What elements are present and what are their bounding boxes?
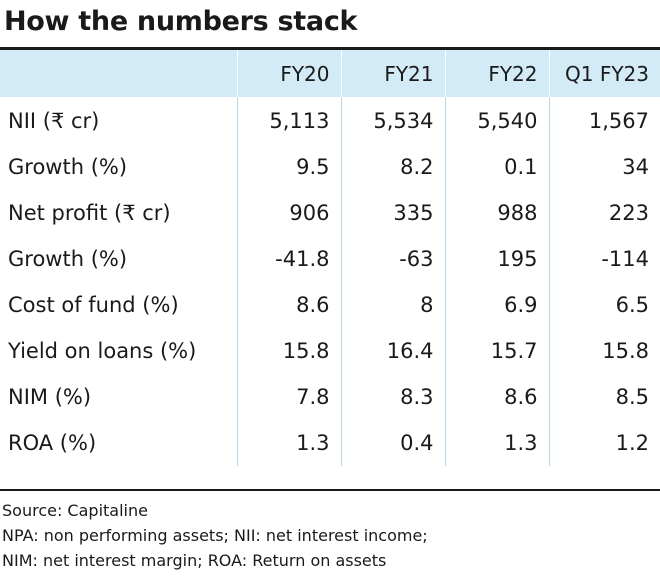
page-title: How the numbers stack: [4, 6, 358, 37]
column-header-fy21: FY21: [340, 50, 445, 97]
table-row: Growth (%) 9.5 8.2 0.1 34: [0, 144, 660, 190]
table-cell: 5,113: [236, 97, 341, 144]
table-cell: 1.2: [548, 420, 660, 466]
table-row: Cost of fund (%) 8.6 8 6.9 6.5: [0, 282, 660, 328]
column-header-q1-fy23: Q1 FY23: [548, 50, 660, 97]
table-row: NII (₹ cr) 5,113 5,534 5,540 1,567: [0, 97, 660, 144]
table-cell: 988: [444, 190, 549, 236]
table-cell: 8: [340, 282, 445, 328]
top-rule: [0, 47, 660, 50]
row-label: ROA (%): [8, 431, 97, 455]
table-cell: 6.5: [548, 282, 660, 328]
table-cell: 195: [444, 236, 549, 282]
table-row: NIM (%) 7.8 8.3 8.6 8.5: [0, 374, 660, 420]
row-label: Yield on loans (%): [8, 339, 197, 363]
column-header-label: [0, 50, 237, 97]
bottom-rule: [0, 489, 660, 491]
data-table-container: FY20 FY21 FY22 Q1 FY23 NII (₹ cr) 5,113 …: [0, 50, 660, 466]
table-cell: 1,567: [548, 97, 660, 144]
table-cell: 1.3: [444, 420, 549, 466]
data-table: FY20 FY21 FY22 Q1 FY23 NII (₹ cr) 5,113 …: [0, 50, 660, 466]
table-cell: 0.1: [444, 144, 549, 190]
footnotes: Source: Capitaline NPA: non performing a…: [2, 498, 428, 573]
source-note: Source: Capitaline: [2, 501, 148, 520]
table-cell: 15.8: [548, 328, 660, 374]
table-cell: -41.8: [236, 236, 341, 282]
row-label: Growth (%): [8, 155, 128, 179]
row-label: NIM (%): [8, 385, 92, 409]
table-cell: 7.8: [236, 374, 341, 420]
table-row: ROA (%) 1.3 0.4 1.3 1.2: [0, 420, 660, 466]
row-label: Growth (%): [8, 247, 128, 271]
abbreviation-note: NIM: net interest margin; ROA: Return on…: [2, 551, 387, 570]
table-cell: 5,534: [340, 97, 445, 144]
table-cell: 15.7: [444, 328, 549, 374]
table-cell: 8.2: [340, 144, 445, 190]
table-cell: 223: [548, 190, 660, 236]
table-header-row: FY20 FY21 FY22 Q1 FY23: [0, 50, 660, 97]
table-cell: 1.3: [236, 420, 341, 466]
table-row: Net profit (₹ cr) 906 335 988 223: [0, 190, 660, 236]
row-label: NII (₹ cr): [8, 108, 100, 133]
table-row: Growth (%) -41.8 -63 195 -114: [0, 236, 660, 282]
abbreviation-note: NPA: non performing assets; NII: net int…: [2, 526, 428, 545]
column-header-fy22: FY22: [444, 50, 549, 97]
table-cell: 0.4: [340, 420, 445, 466]
table-cell: 9.5: [236, 144, 341, 190]
table-cell: 8.5: [548, 374, 660, 420]
table-cell: 5,540: [444, 97, 549, 144]
table-cell: 8.6: [444, 374, 549, 420]
table-cell: 906: [236, 190, 341, 236]
table-cell: -114: [548, 236, 660, 282]
table-cell: 8.6: [236, 282, 341, 328]
table-cell: 6.9: [444, 282, 549, 328]
row-label: Net profit (₹ cr): [8, 201, 171, 225]
table-cell: 15.8: [236, 328, 341, 374]
row-label: Cost of fund (%): [8, 293, 179, 317]
table-cell: 8.3: [340, 374, 445, 420]
table-cell: 16.4: [340, 328, 445, 374]
table-cell: -63: [340, 236, 445, 282]
column-header-fy20: FY20: [236, 50, 341, 97]
table-cell: 34: [548, 144, 660, 190]
table-cell: 335: [340, 190, 445, 236]
table-row: Yield on loans (%) 15.8 16.4 15.7 15.8: [0, 328, 660, 374]
